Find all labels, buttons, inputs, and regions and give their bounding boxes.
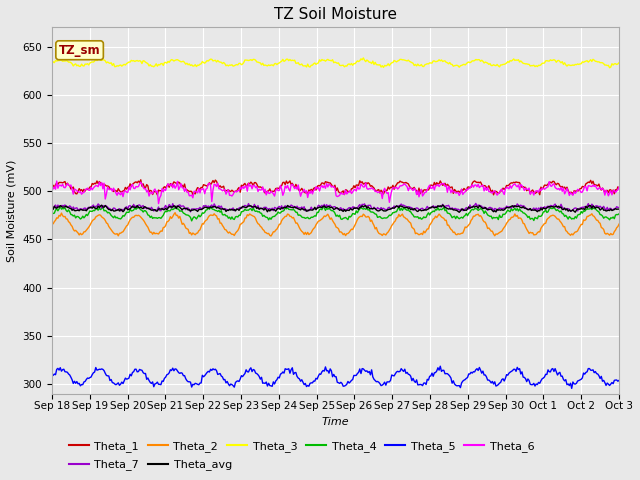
Theta_1: [615, 186, 623, 192]
Theta_3: [367, 60, 374, 65]
Theta_6: [395, 185, 403, 191]
Line: Theta_5: Theta_5: [52, 366, 619, 388]
Theta_5: [48, 372, 56, 378]
Theta_7: [566, 206, 573, 212]
Theta_2: [267, 233, 275, 239]
Theta_6: [368, 185, 376, 191]
Theta_4: [395, 204, 403, 210]
Theta_7: [187, 209, 195, 215]
Theta_5: [615, 377, 623, 383]
Theta_6: [615, 184, 623, 190]
Line: Theta_avg: Theta_avg: [52, 205, 619, 212]
Theta_5: [287, 367, 295, 372]
Theta_7: [367, 203, 374, 208]
Theta_7: [615, 204, 623, 210]
Theta_3: [287, 58, 295, 63]
Theta_6: [53, 178, 61, 184]
Theta_1: [395, 180, 403, 186]
Theta_2: [368, 217, 376, 223]
Theta_1: [467, 184, 475, 190]
Theta_2: [467, 217, 475, 223]
Theta_1: [48, 182, 56, 188]
Theta_avg: [393, 203, 401, 209]
Theta_avg: [287, 204, 295, 210]
Theta_6: [48, 186, 56, 192]
Theta_4: [290, 206, 298, 212]
Theta_7: [226, 206, 234, 212]
Theta_6: [566, 192, 573, 198]
Theta_7: [472, 201, 479, 206]
Line: Theta_3: Theta_3: [52, 58, 619, 68]
Theta_5: [568, 385, 575, 391]
Theta_1: [227, 189, 235, 194]
Theta_5: [564, 381, 572, 387]
Theta_6: [155, 201, 163, 206]
Theta_7: [394, 204, 401, 210]
Line: Theta_4: Theta_4: [52, 206, 619, 221]
Theta_2: [615, 221, 623, 227]
Theta_3: [615, 60, 623, 66]
Theta_7: [289, 203, 296, 209]
Theta_avg: [439, 202, 447, 208]
X-axis label: Time: Time: [322, 417, 349, 427]
Theta_7: [466, 202, 474, 208]
Theta_5: [466, 371, 474, 377]
Line: Theta_6: Theta_6: [52, 181, 619, 204]
Theta_5: [436, 363, 444, 369]
Theta_4: [368, 209, 376, 215]
Theta_1: [566, 190, 573, 196]
Theta_2: [566, 231, 573, 237]
Theta_3: [225, 63, 232, 69]
Theta_2: [395, 212, 403, 217]
Theta_4: [566, 214, 573, 219]
Line: Theta_1: Theta_1: [52, 180, 619, 195]
Theta_4: [615, 211, 623, 216]
Theta_5: [393, 369, 401, 375]
Text: TZ_sm: TZ_sm: [59, 44, 100, 57]
Theta_1: [290, 183, 298, 189]
Theta_4: [467, 207, 475, 213]
Theta_4: [48, 210, 56, 216]
Theta_2: [226, 229, 234, 235]
Theta_2: [172, 210, 179, 216]
Theta_5: [365, 369, 373, 374]
Theta_avg: [48, 204, 56, 210]
Theta_1: [137, 177, 145, 183]
Theta_avg: [467, 204, 475, 210]
Theta_avg: [615, 206, 623, 212]
Theta_3: [605, 65, 613, 71]
Theta_1: [154, 192, 161, 198]
Theta_3: [564, 62, 572, 68]
Theta_4: [56, 204, 64, 209]
Title: TZ Soil Moisture: TZ Soil Moisture: [274, 7, 397, 22]
Bar: [52, 191, 619, 240]
Line: Theta_2: Theta_2: [52, 213, 619, 236]
Line: Theta_7: Theta_7: [52, 204, 619, 212]
Theta_avg: [365, 205, 373, 211]
Theta_6: [227, 192, 235, 198]
Y-axis label: Soil Moisture (mV): Soil Moisture (mV): [7, 159, 17, 262]
Theta_3: [48, 61, 56, 67]
Theta_3: [394, 58, 401, 64]
Theta_4: [188, 218, 195, 224]
Theta_3: [466, 60, 474, 66]
Theta_7: [48, 204, 56, 210]
Theta_avg: [225, 208, 232, 214]
Theta_avg: [566, 207, 573, 213]
Theta_5: [225, 381, 232, 387]
Theta_6: [290, 183, 298, 189]
Theta_6: [467, 184, 475, 190]
Theta_4: [227, 216, 235, 222]
Theta_3: [360, 55, 367, 61]
Legend: Theta_7, Theta_avg: Theta_7, Theta_avg: [69, 459, 232, 470]
Theta_avg: [456, 209, 463, 215]
Theta_2: [290, 215, 298, 220]
Theta_1: [368, 183, 376, 189]
Theta_2: [48, 221, 56, 227]
